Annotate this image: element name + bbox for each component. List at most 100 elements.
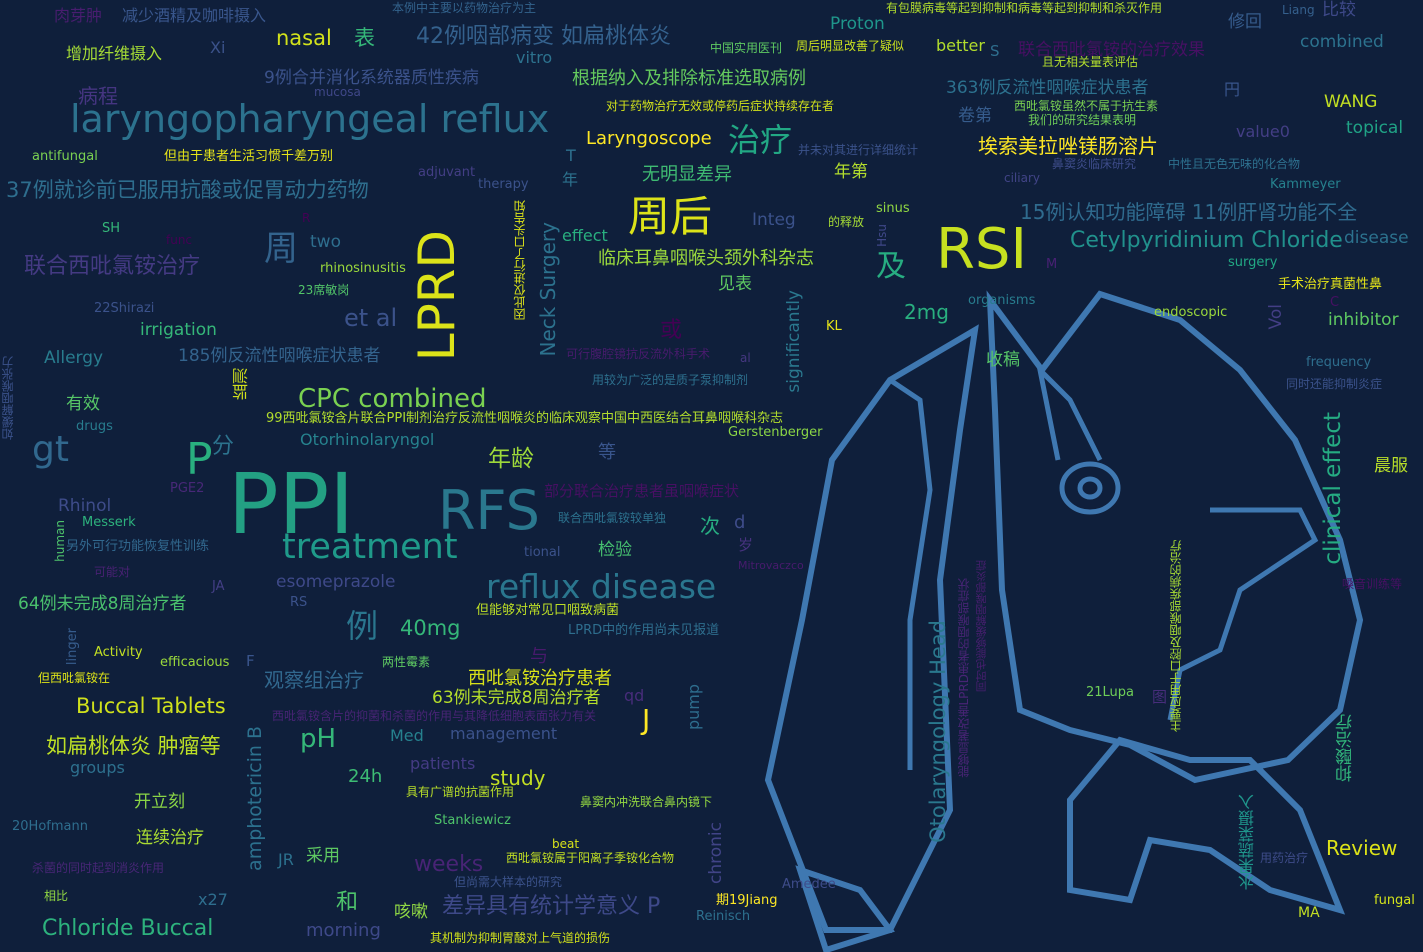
cloud-word: 但尚需大样本的研究 <box>454 875 563 889</box>
cloud-word: 22Shirazi <box>94 301 155 316</box>
cloud-word: 如缓解咽喉张力 <box>1 356 15 440</box>
cloud-word: MA <box>1298 905 1320 921</box>
cloud-word: 联合西吡氯铵较单独 <box>558 511 667 525</box>
cloud-word: beat <box>552 837 580 851</box>
cloud-word: patients <box>410 754 476 773</box>
cloud-word: 周后明显改善了疑似 <box>796 39 905 53</box>
cloud-word: 或 <box>660 318 683 343</box>
cloud-word: 如扁桃体炎 肿瘤等 <box>46 734 221 758</box>
cloud-word: 64例未完成8周治疗者 <box>18 594 187 614</box>
cloud-word: Integ <box>752 210 796 230</box>
cloud-word: 减少酒精及咖啡摄入 <box>122 6 267 25</box>
cloud-word: 无明显差异 <box>642 164 732 185</box>
cloud-word: 修回 <box>1228 12 1262 32</box>
cloud-word: study <box>490 766 546 790</box>
cloud-word: groups <box>70 758 125 777</box>
cloud-word: 卷第 <box>958 106 992 126</box>
cloud-word: 20Hofmann <box>12 819 88 834</box>
cloud-word: chronic <box>706 822 726 884</box>
cloud-word: 本例中主要以药物治疗为主 <box>392 1 537 15</box>
cloud-word: ciliary <box>1004 171 1040 185</box>
cloud-word: adjuvant <box>418 165 476 180</box>
cloud-word: 分 <box>212 434 235 459</box>
cloud-word: 采用 <box>306 846 340 866</box>
cloud-word: 9例合并消化系统器质性疾病 <box>264 68 479 88</box>
cloud-word: 185例反流性咽喉症状患者 <box>178 346 381 366</box>
cloud-word: 但能够对常见口咽致病菌 <box>476 603 620 618</box>
cloud-word: 23席敏岗 <box>298 283 350 297</box>
cloud-word: Otolaryngology Head <box>926 620 950 843</box>
cloud-word: SH <box>102 221 121 236</box>
cloud-word: J <box>642 703 651 736</box>
cloud-word: 且无相关量表评估 <box>1042 55 1139 69</box>
cloud-word: 用较为广泛的是质子泵抑制剂 <box>592 373 749 387</box>
cloud-word: endoscopic <box>1154 305 1228 320</box>
cloud-word: Laryngoscope <box>586 128 712 149</box>
cloud-word: 可能对 <box>94 565 131 579</box>
cloud-word: fungal <box>1374 893 1415 908</box>
cloud-word: 并未对其进行详细统计 <box>798 143 919 157</box>
cloud-word: 鼻窦炎临床研究 <box>1052 157 1137 171</box>
cloud-word: 24h <box>348 766 383 787</box>
cloud-word: 具有广谱的抗菌作用 <box>406 785 515 799</box>
cloud-word: 和 <box>336 890 359 915</box>
cloud-word: organisms <box>968 293 1036 308</box>
cloud-word: 埃索美拉唑镁肠溶片 <box>978 134 1158 158</box>
cloud-word: 监测 <box>232 368 251 400</box>
cloud-word: 部分联合治疗患者虽咽喉症状 <box>544 482 740 500</box>
cloud-word: Buccal Tablets <box>76 694 226 718</box>
cloud-word: Kammeyer <box>1270 177 1341 192</box>
cloud-word: 西吡氯铵含片的抑菌和杀菌的作用与其降低细胞表面张力有关 <box>272 709 597 723</box>
cloud-word: 及 <box>876 249 906 284</box>
cloud-word: 比较 <box>1322 0 1356 20</box>
cloud-word: qd <box>624 686 645 705</box>
cloud-word: 同时还能抑制炎症 <box>1286 377 1383 391</box>
cloud-word: linger <box>65 628 80 666</box>
cloud-word: 21Lupa <box>1086 685 1135 700</box>
cloud-word: 我们的研究结果表明 <box>1028 113 1137 127</box>
cloud-word: 见表 <box>718 274 752 294</box>
cloud-word: 42例咽部病变 如扁桃体炎 <box>416 24 671 49</box>
cloud-word: 円 <box>1224 80 1241 99</box>
cloud-word: 杀菌的同时起到消炎作用 <box>32 861 165 875</box>
cloud-word: rhinosinusitis <box>320 261 406 276</box>
cloud-word: 抑酸治疗 <box>1336 714 1356 782</box>
cloud-word: T <box>566 146 576 165</box>
cloud-word: Proton <box>830 14 885 34</box>
cloud-word: al <box>740 351 751 365</box>
cloud-word: human <box>53 520 67 562</box>
cloud-word: S <box>990 42 1000 60</box>
cloud-word: mucosa <box>314 85 361 99</box>
cloud-word: 但西吡氯铵在 <box>38 671 111 685</box>
cloud-word: 嗓音训练等 <box>1342 577 1403 591</box>
cloud-word: 年第 <box>834 162 868 182</box>
cloud-word: P <box>186 434 213 485</box>
cloud-word: 2mg <box>904 300 949 324</box>
cloud-word: 收稿 <box>986 350 1020 370</box>
cloud-word: 西吡氯铵治疗患者 <box>468 668 612 689</box>
cloud-word: 水果蔬菜摄入 <box>1238 794 1257 890</box>
cloud-word: 另外可行功能恢复性训练 <box>66 539 210 554</box>
cloud-word: 年 <box>562 170 579 189</box>
cloud-word: 观察组治疗 <box>264 668 364 692</box>
cloud-word: Med <box>390 726 424 745</box>
cloud-word: 病程 <box>78 84 118 108</box>
cloud-word: Otorhinolaryngol <box>300 430 435 449</box>
cloud-word: reflux disease <box>486 567 717 606</box>
cloud-word: 期19Jiang <box>716 893 778 908</box>
cloud-word: 363例反流性咽喉症状患者 <box>946 78 1149 98</box>
cloud-word: 相比 <box>44 889 69 903</box>
cloud-word: 根据纳入及排除标准选取病例 <box>572 68 806 89</box>
cloud-word: 手术治疗真菌性鼻 <box>1278 277 1383 292</box>
cloud-word: Vol <box>1266 304 1286 330</box>
cloud-word: x27 <box>198 890 228 909</box>
cloud-word: Xi <box>210 38 226 57</box>
cloud-word: laryngopharyngeal reflux <box>70 97 550 141</box>
cloud-word: 岁 <box>738 536 754 554</box>
cloud-word: JA <box>212 579 225 594</box>
cloud-word: 周 <box>264 229 298 269</box>
cloud-word: KL <box>826 319 842 334</box>
cloud-word: 联合西吡氯铵治疗 <box>24 254 201 279</box>
cloud-word: 肉芽肿 <box>54 6 103 25</box>
